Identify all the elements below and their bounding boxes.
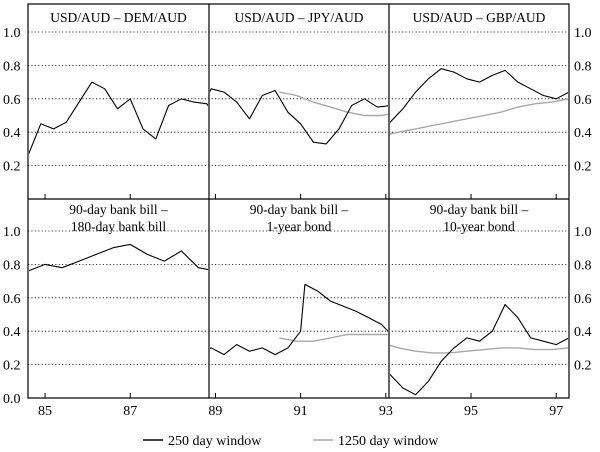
series-1250-day xyxy=(390,344,568,354)
x-tick-label: 97 xyxy=(549,404,563,419)
panel-title: 90-day bank bill – xyxy=(250,202,349,217)
series-250-day xyxy=(29,81,208,155)
y-tick-label-right: 0.8 xyxy=(574,59,592,74)
grid-layer xyxy=(28,31,569,366)
series-250-day xyxy=(210,283,388,356)
series-1250-day xyxy=(279,91,388,117)
y-tick-label-left: 0.4 xyxy=(3,126,21,141)
panel-title: USD/AUD – GBP/AUD xyxy=(413,10,546,25)
x-tick-label: 85 xyxy=(38,404,52,419)
y-tick-label-right: 0.2 xyxy=(574,160,592,175)
x-tick-label: 91 xyxy=(294,404,308,419)
legend-label-250: 250 day window xyxy=(168,434,262,449)
y-tick-label-left: 0.2 xyxy=(3,359,21,374)
y-tick-label-right: 0.8 xyxy=(574,258,592,273)
plot-frame xyxy=(27,3,570,399)
panel-title: 90-day bank bill – xyxy=(430,202,529,217)
y-tick-label-right: 0.6 xyxy=(574,93,592,108)
y-tick-label-right: 1.0 xyxy=(574,225,592,240)
y-tick-label-left: 0.8 xyxy=(3,258,21,273)
panel-title: 1-year bond xyxy=(267,219,332,234)
y-tick-label-right: 0.6 xyxy=(574,292,592,307)
series-250-day xyxy=(390,68,568,123)
series-1250-day xyxy=(390,98,568,135)
panel-title: USD/AUD – DEM/AUD xyxy=(50,10,187,25)
series-250-day xyxy=(210,88,388,145)
y-tick-label-left: 0.6 xyxy=(3,292,21,307)
y-tick-label-left: 0.8 xyxy=(3,59,21,74)
x-tick-label: 87 xyxy=(123,404,137,419)
y-tick-label-right: 1.0 xyxy=(574,26,592,41)
y-tick-label-right: 0.4 xyxy=(574,126,592,141)
x-tick-label: 93 xyxy=(379,404,393,419)
series-250-day xyxy=(29,243,208,272)
series-250-day xyxy=(390,303,568,396)
panel-title: 180-day bank bill xyxy=(71,219,166,234)
y-tick-label-left: 0.4 xyxy=(3,325,21,340)
text-layer: 85 87 89 91 93 95 97 1.0 0.8 0.6 0.4 0.2 1.0 0.8 0.6 0.… xyxy=(3,10,592,449)
panel-title: 10-year bond xyxy=(443,219,515,234)
panel-title: USD/AUD – JPY/AUD xyxy=(234,10,363,25)
y-tick-label-left: 0.6 xyxy=(3,93,21,108)
y-tick-label-left: 0.2 xyxy=(3,160,21,175)
frame-layer xyxy=(27,3,570,399)
y-tick-label-left: 0.0 xyxy=(3,392,21,407)
x-tick-label: 89 xyxy=(208,404,222,419)
y-tick-label-left: 1.0 xyxy=(3,225,21,240)
series-1250-day xyxy=(237,91,569,133)
legend-label-1250: 1250 day window xyxy=(338,434,439,449)
panel-title: 90-day bank bill – xyxy=(69,202,168,217)
x-tick-label: 95 xyxy=(464,404,478,419)
y-tick-label-right: 0.2 xyxy=(574,359,592,374)
y-tick-label-right: 0.4 xyxy=(574,325,592,340)
series-1250-day xyxy=(237,254,569,261)
series-layer xyxy=(29,68,569,396)
y-tick-label-left: 1.0 xyxy=(3,26,21,41)
series-1250-day xyxy=(279,333,388,342)
